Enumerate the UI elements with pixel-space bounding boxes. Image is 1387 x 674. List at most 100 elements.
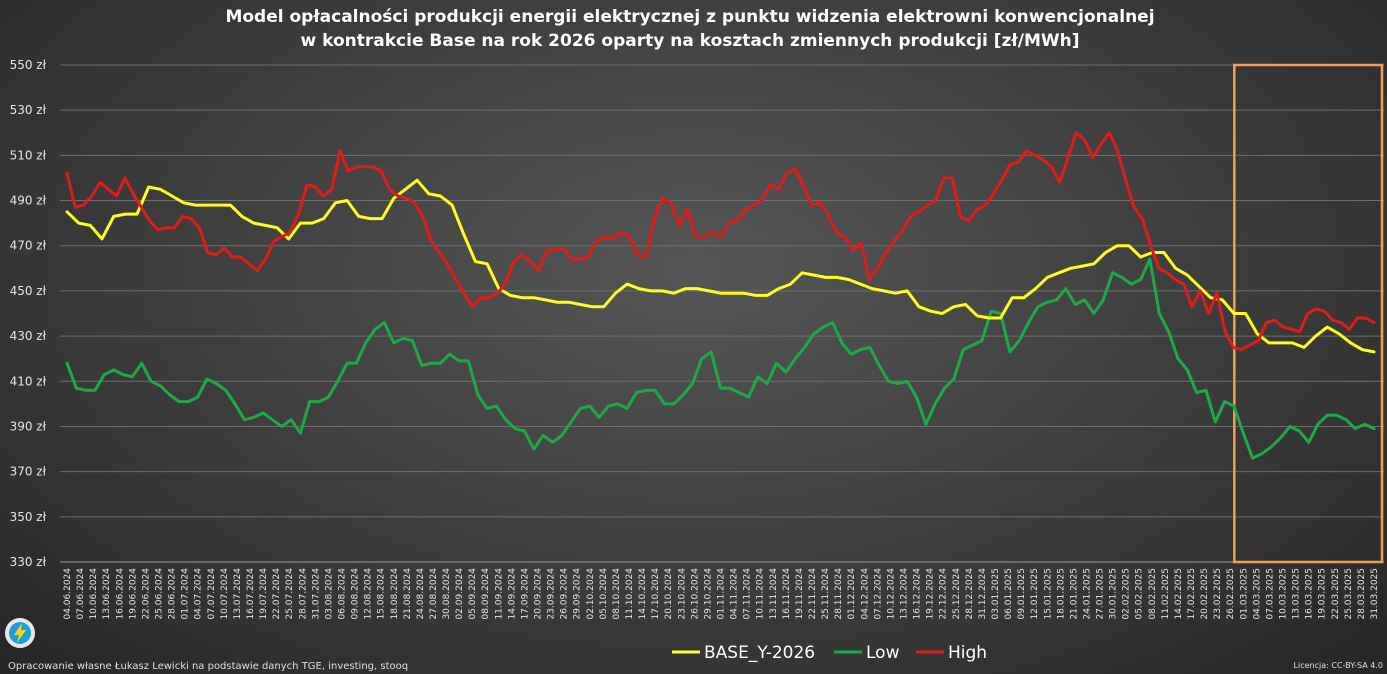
x-tick-label: 28.03.2025 <box>1357 568 1367 620</box>
series-line-base-y-2026 <box>65 178 1376 354</box>
x-tick-label: 27.08.2024 <box>429 568 439 620</box>
grid <box>60 64 1384 563</box>
x-tick-label: 04.07.2024 <box>194 568 204 620</box>
y-tick-label: 370 zł <box>10 465 47 479</box>
x-tick-label: 18.01.2025 <box>1056 568 1066 620</box>
x-tick-label: 11.02.2025 <box>1161 568 1171 620</box>
footer-license: Licencja: CC-BY-SA 4.0 <box>1294 661 1383 670</box>
x-tick-label: 08.09.2024 <box>481 568 491 620</box>
x-tick-label: 28.11.2024 <box>834 568 844 620</box>
x-tick-label: 04.12.2024 <box>860 568 870 620</box>
x-tick-label: 04.06.2024 <box>63 568 73 620</box>
x-tick-label: 16.03.2025 <box>1305 568 1315 620</box>
x-tick-label: 19.11.2024 <box>795 568 805 620</box>
x-tick-label: 16.06.2024 <box>115 568 125 620</box>
x-tick-label: 05.09.2024 <box>468 568 478 620</box>
x-tick-label: 13.06.2024 <box>102 568 112 620</box>
y-tick-label: 490 zł <box>10 194 47 208</box>
x-tick-label: 07.07.2024 <box>207 568 217 620</box>
x-tick-label: 10.11.2024 <box>756 568 766 620</box>
y-tick-label: 390 zł <box>10 419 47 433</box>
x-tick-label: 12.08.2024 <box>364 568 374 620</box>
x-tick-label: 31.12.2024 <box>978 568 988 620</box>
x-tick-label: 20.09.2024 <box>534 568 544 620</box>
x-tick-label: 03.08.2024 <box>324 568 334 620</box>
y-tick-label: 330 zł <box>10 555 47 569</box>
x-tick-label: 07.06.2024 <box>76 568 86 620</box>
x-tick-label: 17.09.2024 <box>520 568 530 620</box>
x-tick-label: 18.08.2024 <box>390 568 400 620</box>
x-tick-label: 13.12.2024 <box>899 568 909 620</box>
x-tick-label: 29.09.2024 <box>573 568 583 620</box>
x-tick-label: 04.11.2024 <box>730 568 740 620</box>
y-tick-label: 530 zł <box>10 103 47 117</box>
x-tick-label: 19.07.2024 <box>259 568 269 620</box>
x-tick-label: 27.01.2025 <box>1096 568 1106 620</box>
footer-source: Opracowanie własne Łukasz Lewicki na pod… <box>8 661 408 672</box>
y-tick-label: 550 zł <box>10 58 47 72</box>
x-tick-label: 31.07.2024 <box>311 568 321 620</box>
x-tick-label: 25.06.2024 <box>154 568 164 620</box>
y-tick-label: 410 zł <box>10 374 47 388</box>
x-tick-label: 23.10.2024 <box>677 568 687 620</box>
x-axis-ticks: 04.06.2024 07.06.2024 10.06.2024 13.06.2024… <box>63 568 1380 620</box>
x-tick-label: 17.02.2025 <box>1187 568 1197 620</box>
x-tick-label: 23.09.2024 <box>547 568 557 620</box>
x-tick-label: 22.03.2025 <box>1331 568 1341 620</box>
x-tick-label: 04.03.2025 <box>1252 568 1262 620</box>
x-tick-label: 14.09.2024 <box>507 568 517 620</box>
x-tick-label: 19.03.2025 <box>1318 568 1328 620</box>
y-tick-label: 430 zł <box>10 329 47 343</box>
x-tick-label: 31.03.2025 <box>1370 568 1380 620</box>
x-tick-label: 16.12.2024 <box>913 568 923 620</box>
x-tick-label: 11.09.2024 <box>494 568 504 620</box>
x-tick-label: 28.12.2024 <box>965 568 975 620</box>
x-tick-label: 09.08.2024 <box>351 568 361 620</box>
x-tick-label: 01.03.2025 <box>1239 568 1249 620</box>
x-tick-label: 24.01.2025 <box>1082 568 1092 620</box>
x-tick-label: 13.11.2024 <box>769 568 779 620</box>
y-tick-label: 450 zł <box>10 284 47 298</box>
x-tick-label: 02.10.2024 <box>586 568 596 620</box>
legend: BASE_Y-2026 Low High <box>672 643 987 663</box>
x-tick-label: 05.02.2025 <box>1135 568 1145 620</box>
x-tick-label: 22.11.2024 <box>808 568 818 620</box>
x-tick-label: 21.01.2025 <box>1069 568 1079 620</box>
legend-label-base: BASE_Y-2026 <box>704 643 815 663</box>
x-tick-label: 25.07.2024 <box>285 568 295 620</box>
series-lines <box>65 131 1376 460</box>
y-axis-ticks: 330 zł 350 zł 370 zł 390 zł 410 zł 430 zł 450 … <box>10 58 47 569</box>
x-tick-label: 01.12.2024 <box>847 568 857 620</box>
x-tick-label: 26.02.2025 <box>1226 568 1236 620</box>
y-tick-label: 470 zł <box>10 239 47 253</box>
x-tick-label: 29.10.2024 <box>703 568 713 620</box>
x-tick-label: 16.07.2024 <box>246 568 256 620</box>
x-tick-label: 19.12.2024 <box>926 568 936 620</box>
x-tick-label: 28.07.2024 <box>298 568 308 620</box>
x-tick-label: 07.12.2024 <box>873 568 883 620</box>
x-tick-label: 07.03.2025 <box>1265 568 1275 620</box>
x-tick-label: 02.02.2025 <box>1122 568 1132 620</box>
x-tick-label: 05.10.2024 <box>599 568 609 620</box>
x-tick-label: 17.10.2024 <box>651 568 661 620</box>
x-tick-label: 26.10.2024 <box>690 568 700 620</box>
x-tick-label: 14.02.2025 <box>1174 568 1184 620</box>
x-tick-label: 10.06.2024 <box>89 568 99 620</box>
x-tick-label: 09.01.2025 <box>1017 568 1027 620</box>
x-tick-label: 28.06.2024 <box>168 568 178 620</box>
x-tick-label: 13.07.2024 <box>233 568 243 620</box>
y-tick-label: 510 zł <box>10 148 47 162</box>
y-tick-label: 350 zł <box>10 510 47 524</box>
x-tick-label: 25.12.2024 <box>952 568 962 620</box>
x-tick-label: 13.03.2025 <box>1292 568 1302 620</box>
x-tick-label: 11.10.2024 <box>625 568 635 620</box>
x-tick-label: 01.07.2024 <box>181 568 191 620</box>
x-tick-label: 24.08.2024 <box>416 568 426 620</box>
x-tick-label: 07.11.2024 <box>743 568 753 620</box>
series-line-high <box>65 131 1376 352</box>
x-tick-label: 08.02.2025 <box>1148 568 1158 620</box>
legend-label-low: Low <box>866 643 900 663</box>
x-tick-label: 19.06.2024 <box>128 568 138 620</box>
x-tick-label: 22.12.2024 <box>939 568 949 620</box>
